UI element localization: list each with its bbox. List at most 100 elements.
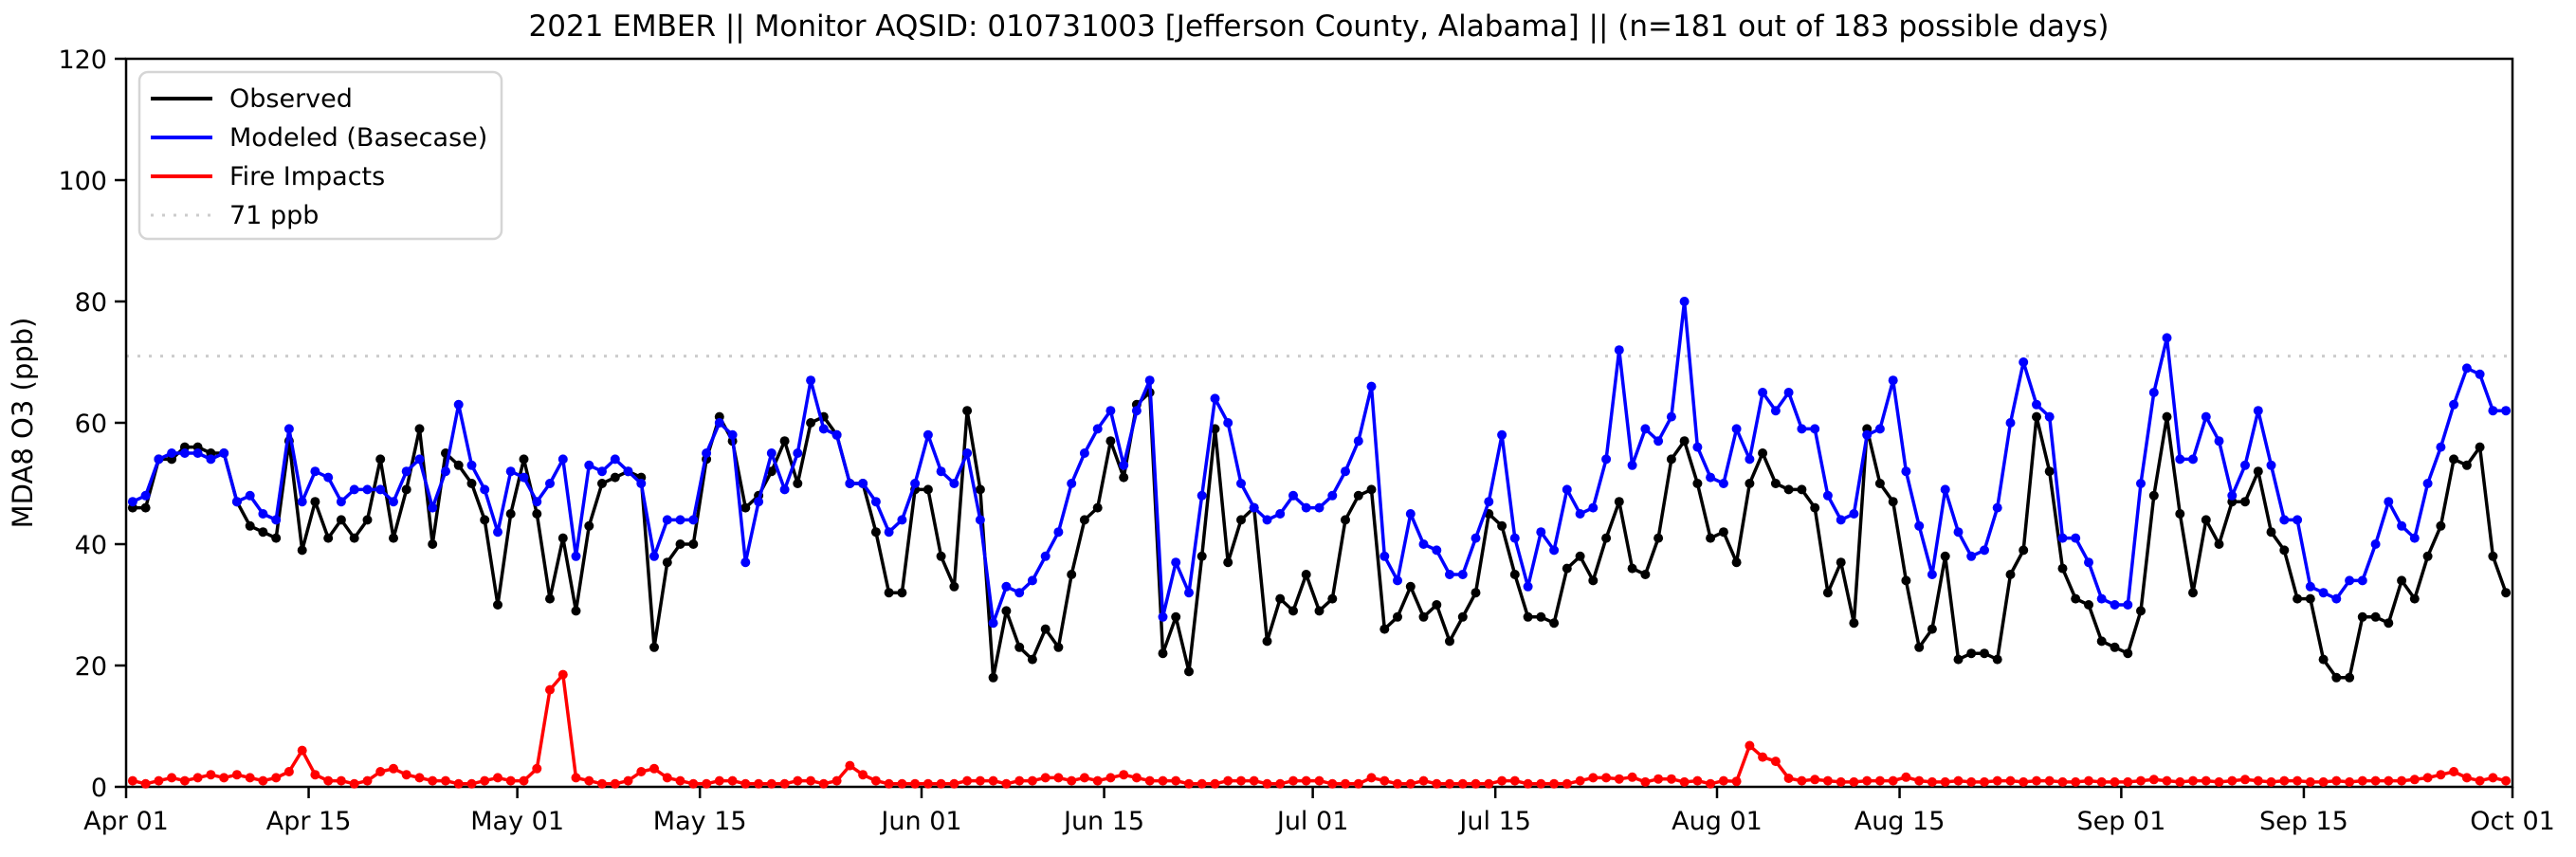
data-point-modeled-basecase- (1119, 460, 1129, 470)
data-point-fire-impacts (179, 775, 190, 786)
data-point-modeled-basecase- (910, 479, 921, 488)
data-point-modeled-basecase- (2370, 539, 2381, 549)
data-point-modeled-basecase- (1901, 466, 1911, 477)
data-point-modeled-basecase- (1666, 411, 1676, 422)
data-point-fire-impacts (297, 745, 307, 756)
data-point-modeled-basecase- (1171, 557, 1181, 568)
data-point-fire-impacts (2293, 775, 2303, 786)
data-point-fire-impacts (2110, 776, 2120, 787)
data-point-fire-impacts (962, 775, 973, 786)
data-point-observed (2305, 593, 2315, 604)
data-point-modeled-basecase- (1601, 454, 1612, 465)
data-point-modeled-basecase- (1523, 581, 1533, 592)
data-point-modeled-basecase- (688, 515, 699, 525)
data-point-fire-impacts (818, 778, 829, 789)
data-point-fire-impacts (1236, 775, 1246, 786)
legend-box (137, 70, 503, 241)
legend-label: Modeled (Basecase) (229, 123, 487, 153)
data-point-modeled-basecase- (1053, 527, 1064, 538)
data-point-modeled-basecase- (1131, 406, 1142, 416)
data-point-fire-impacts (1314, 775, 1325, 786)
data-point-fire-impacts (2345, 776, 2355, 787)
data-point-fire-impacts (2162, 775, 2172, 786)
data-point-fire-impacts (1366, 773, 1377, 783)
data-point-modeled-basecase- (2293, 515, 2303, 525)
data-point-observed (1614, 497, 1624, 507)
data-point-modeled-basecase- (2240, 460, 2250, 470)
data-point-observed (610, 472, 620, 483)
data-point-fire-impacts (2148, 775, 2159, 785)
data-point-modeled-basecase- (1718, 479, 1728, 488)
data-point-observed (962, 406, 973, 416)
data-point-observed (480, 515, 490, 525)
data-point-modeled-basecase- (571, 551, 581, 561)
data-point-observed (1718, 527, 1728, 538)
data-point-fire-impacts (1614, 774, 1624, 784)
data-point-observed (2136, 606, 2146, 616)
data-point-observed (2032, 411, 2041, 422)
data-point-modeled-basecase- (845, 479, 855, 488)
series-fire-impacts (127, 669, 2512, 789)
data-point-observed (1640, 570, 1651, 579)
data-point-modeled-basecase- (1549, 545, 1560, 556)
data-point-observed (675, 539, 685, 549)
data-point-observed (806, 418, 816, 428)
data-point-modeled-basecase- (975, 515, 985, 525)
data-point-fire-impacts (167, 773, 177, 783)
data-point-modeled-basecase- (441, 466, 450, 477)
data-point-observed (1001, 606, 1012, 616)
x-tick-label: Oct 01 (2470, 807, 2555, 836)
data-point-observed (2005, 570, 2016, 579)
data-point-observed (2148, 490, 2159, 501)
data-point-observed (1067, 570, 1077, 579)
data-point-modeled-basecase- (2201, 411, 2211, 422)
data-point-fire-impacts (2436, 770, 2446, 780)
data-point-fire-impacts (2501, 775, 2512, 786)
data-point-observed (140, 502, 151, 513)
data-point-fire-impacts (1822, 775, 1833, 786)
data-point-fire-impacts (1601, 773, 1612, 783)
data-point-observed (1262, 636, 1272, 647)
data-point-fire-impacts (2005, 775, 2016, 786)
data-point-fire-impacts (1079, 773, 1089, 783)
data-point-observed (2293, 593, 2303, 604)
data-point-modeled-basecase- (1706, 472, 1716, 483)
x-axis-ticks: Apr 01 Apr 15 May 01 May 15 Jun 01 Jun 15 Jul … (83, 787, 2555, 836)
data-point-modeled-basecase- (1783, 388, 1794, 397)
data-point-observed (1980, 648, 1989, 659)
data-point-modeled-basecase- (310, 466, 320, 477)
data-point-modeled-basecase- (636, 479, 647, 488)
data-point-fire-impacts (1836, 776, 1846, 787)
data-point-fire-impacts (1992, 775, 2002, 786)
data-point-modeled-basecase- (1197, 490, 1207, 501)
data-point-modeled-basecase- (375, 484, 386, 495)
y-tick-label: 120 (58, 46, 107, 75)
data-point-observed (414, 424, 425, 434)
data-point-modeled-basecase- (2345, 575, 2355, 586)
data-point-modeled-basecase- (2175, 454, 2185, 465)
data-point-fire-impacts (1666, 774, 1676, 784)
data-point-modeled-basecase- (127, 497, 137, 507)
data-point-fire-impacts (140, 778, 151, 789)
data-point-observed (1171, 611, 1181, 622)
series-line-fire-impacts (132, 672, 2507, 786)
data-point-observed (2188, 588, 2198, 598)
data-point-modeled-basecase- (140, 490, 151, 501)
data-point-observed (1301, 570, 1311, 579)
data-point-modeled-basecase- (2057, 533, 2068, 543)
data-point-modeled-basecase- (1379, 551, 1390, 561)
data-point-observed (349, 533, 359, 543)
data-point-fire-impacts (2044, 775, 2055, 786)
data-point-fire-impacts (2409, 775, 2420, 785)
data-point-observed (1927, 624, 1937, 634)
data-point-fire-impacts (2175, 776, 2185, 787)
data-point-observed (1509, 570, 1520, 579)
data-point-fire-impacts (1783, 774, 1794, 783)
data-point-observed (1223, 557, 1233, 568)
data-point-fire-impacts (884, 778, 894, 789)
data-point-observed (2019, 545, 2029, 556)
data-point-modeled-basecase- (962, 448, 973, 458)
data-point-modeled-basecase- (831, 429, 842, 440)
data-point-fire-impacts (793, 775, 803, 786)
data-point-observed (1341, 515, 1350, 525)
